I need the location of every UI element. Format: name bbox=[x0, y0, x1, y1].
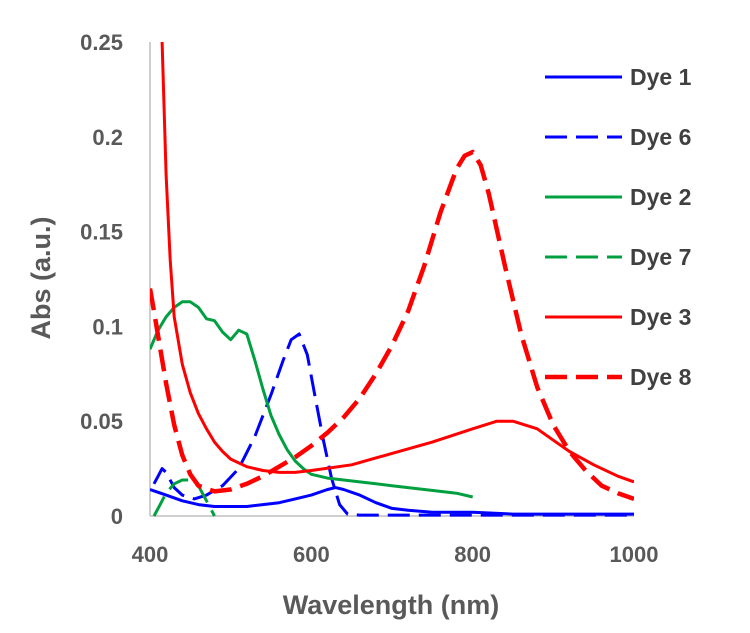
legend-label: Dye 2 bbox=[630, 184, 691, 210]
x-tick-label: 800 bbox=[454, 542, 491, 567]
legend: Dye 1 Dye 6 Dye 2 Dye 7 Dye 3 Dye 8 bbox=[545, 64, 692, 390]
y-tick-label: 0.05 bbox=[80, 409, 123, 434]
y-axis-title: Abs (a.u.) bbox=[26, 216, 56, 339]
x-tick-label: 400 bbox=[132, 542, 169, 567]
y-tick-label: 0.1 bbox=[92, 314, 123, 339]
series-line-dye-1 bbox=[150, 486, 634, 516]
y-tick-label: 0.25 bbox=[80, 30, 123, 55]
legend-label: Dye 8 bbox=[630, 364, 692, 390]
x-tick-label: 1000 bbox=[610, 542, 659, 567]
series-line-dye-3 bbox=[160, 41, 634, 484]
legend-label: Dye 1 bbox=[630, 64, 692, 90]
x-axis-title: Wavelength (nm) bbox=[283, 590, 500, 620]
legend-label: Dye 7 bbox=[630, 244, 691, 270]
series-line-dye-8 bbox=[150, 149, 634, 502]
series-line-dye-6 bbox=[152, 332, 634, 517]
series-layer bbox=[150, 41, 634, 517]
series-line-dye-7 bbox=[152, 478, 216, 517]
legend-label: Dye 3 bbox=[630, 304, 691, 330]
x-tick-label: 600 bbox=[293, 542, 330, 567]
legend-label: Dye 6 bbox=[630, 124, 691, 150]
axes: 0 0.05 0.1 0.15 0.2 0.25 400 600 800 1000 bbox=[80, 30, 658, 567]
y-tick-label: 0 bbox=[111, 504, 123, 529]
series-line-dye-2 bbox=[150, 300, 474, 499]
y-tick-label: 0.2 bbox=[92, 125, 123, 150]
y-tick-label: 0.15 bbox=[80, 220, 123, 245]
